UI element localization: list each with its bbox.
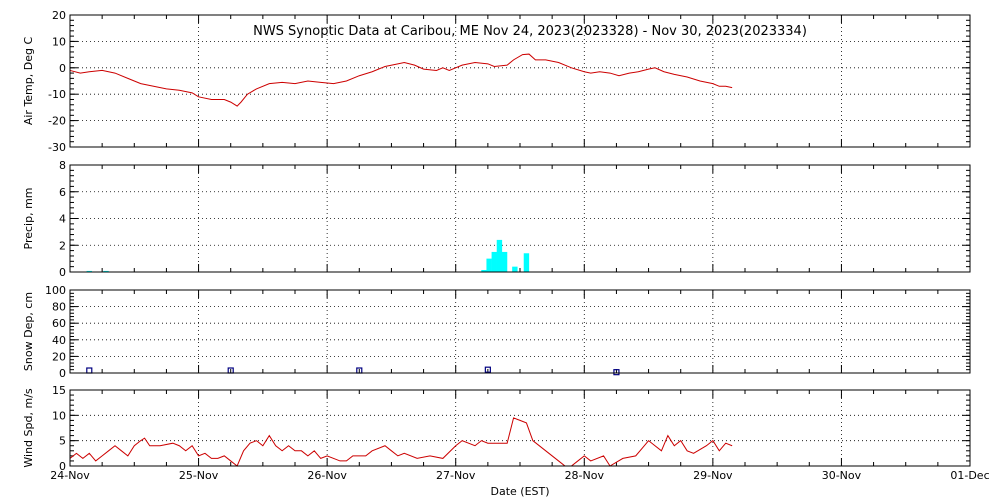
precip-bar xyxy=(523,253,530,272)
snow-depth-point xyxy=(484,366,491,373)
y-tick-label: 15 xyxy=(52,384,66,397)
panel-air-temp: 20 10 0 -10 -20 -30 Air Temp, Deg C xyxy=(22,9,971,154)
y-tick-label: 20 xyxy=(52,350,66,363)
snow-depth-point xyxy=(86,367,93,374)
y-tick-label: 6 xyxy=(59,186,66,199)
snow-depth-point xyxy=(613,369,620,376)
snow-depth-y-axis-label: Snow Dep, cm xyxy=(22,292,35,371)
y-tick-label: 80 xyxy=(52,301,66,314)
panel-frame xyxy=(69,389,971,467)
y-tick-label: 0 xyxy=(59,367,66,380)
y-tick-label: 20 xyxy=(52,9,66,22)
y-tick-label: -20 xyxy=(48,115,66,128)
y-tick-label: 100 xyxy=(45,284,66,297)
precip-bar xyxy=(496,239,503,272)
precip-bar xyxy=(103,270,109,272)
x-tick-label: 25-Nov xyxy=(179,469,219,482)
y-tick-label: 8 xyxy=(59,159,66,172)
panel-frame xyxy=(69,289,971,374)
x-tick-label: 27-Nov xyxy=(436,469,476,482)
panel-precip: 8 6 4 2 0 Precip, mm xyxy=(22,159,971,279)
x-tick-label: 26-Nov xyxy=(307,469,347,482)
x-tick-label: 29-Nov xyxy=(693,469,733,482)
y-tick-label: 0 xyxy=(59,266,66,279)
panel-wind-speed: 15 10 5 0 Wind Spd, m/s xyxy=(22,384,971,473)
panel-frame xyxy=(69,164,971,273)
precip-bar xyxy=(481,269,487,272)
y-tick-label: 0 xyxy=(59,62,66,75)
x-tick-label: 01-Dec xyxy=(950,469,989,482)
x-tick-label: 30-Nov xyxy=(822,469,862,482)
y-tick-label: 2 xyxy=(59,239,66,252)
y-tick-label: 40 xyxy=(52,334,66,347)
precip-bar xyxy=(486,258,492,272)
y-tick-label: -10 xyxy=(48,88,66,101)
wind-speed-series-line xyxy=(69,417,733,467)
y-tick-label: 4 xyxy=(59,213,66,226)
y-tick-label: 0 xyxy=(59,460,66,473)
precip-bar xyxy=(491,251,497,272)
y-tick-label: 10 xyxy=(52,409,66,422)
x-tick-label: 24-Nov xyxy=(50,469,90,482)
y-tick-label: -30 xyxy=(48,141,66,154)
x-axis-label: Date (EST) xyxy=(490,485,549,498)
air-temp-series-line xyxy=(69,53,733,107)
panel-frame xyxy=(69,14,971,148)
precip-bar xyxy=(501,251,508,272)
y-tick-label: 5 xyxy=(59,435,66,448)
precip-bar xyxy=(512,266,518,272)
y-tick-label: 60 xyxy=(52,317,66,330)
panel-snow-depth: 100 80 60 40 20 0 Snow Dep, cm xyxy=(22,284,971,380)
wind-speed-y-axis-label: Wind Spd, m/s xyxy=(22,388,35,468)
y-tick-label: 10 xyxy=(52,35,66,48)
precip-y-axis-label: Precip, mm xyxy=(22,188,35,250)
chart-title: NWS Synoptic Data at Caribou, ME Nov 24,… xyxy=(253,24,807,39)
precip-bar xyxy=(86,270,92,272)
air-temp-y-axis-label: Air Temp, Deg C xyxy=(22,37,35,126)
x-tick-label: 28-Nov xyxy=(565,469,605,482)
